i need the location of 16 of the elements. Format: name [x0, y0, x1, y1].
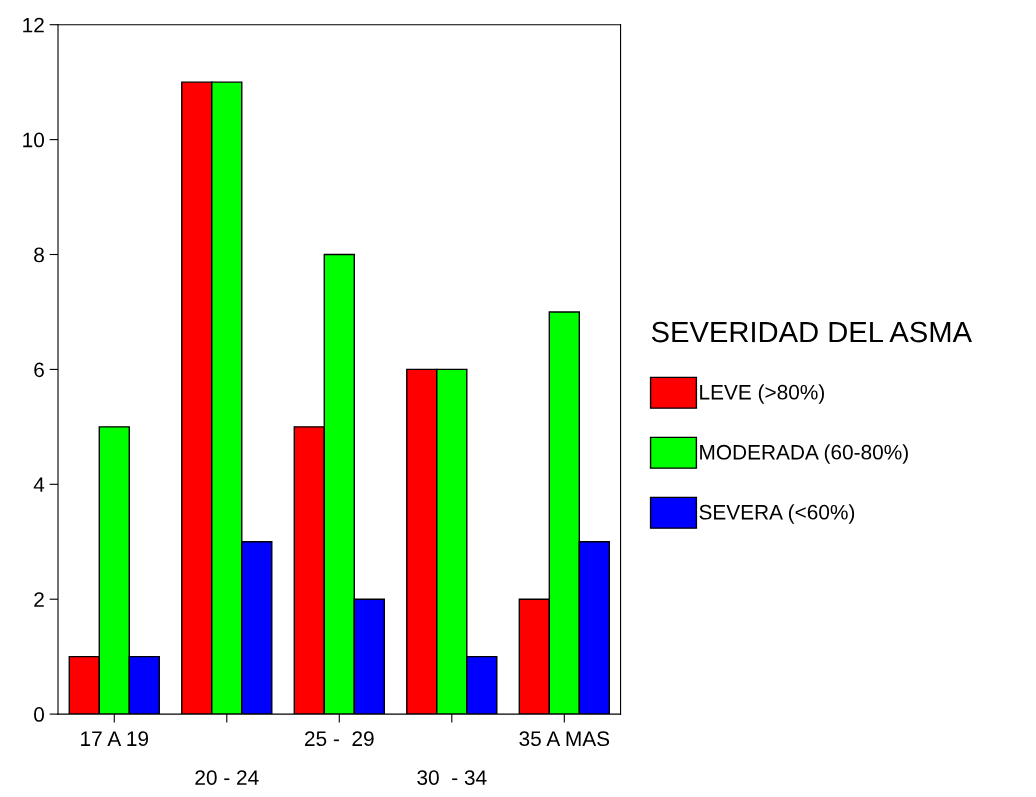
- y-tick-label: 8: [34, 247, 44, 263]
- legend-label: SEVERA (<60%): [699, 504, 855, 524]
- y-tick-label: 10: [23, 132, 45, 148]
- legend-label: LEVE (>80%): [700, 384, 824, 404]
- x-tick-label: 17 A 19: [81, 731, 149, 747]
- x-tick-label: 30 - 34: [417, 770, 487, 785]
- x-tick-label: 25 - 29: [305, 731, 374, 747]
- y-tick-label: 12: [23, 17, 44, 33]
- legend-title: SEVERIDAD DEL ASMA: [651, 321, 972, 343]
- x-tick-label: 20 - 24: [195, 770, 259, 785]
- x-tick-label: 35 A MAS: [519, 731, 610, 747]
- y-tick-label: 0: [34, 707, 45, 722]
- y-tick-label: 6: [34, 362, 44, 378]
- legend-label: MODERADA (60-80%): [700, 444, 908, 464]
- y-tick-label: 4: [33, 477, 45, 492]
- y-tick-label: 2: [34, 592, 44, 607]
